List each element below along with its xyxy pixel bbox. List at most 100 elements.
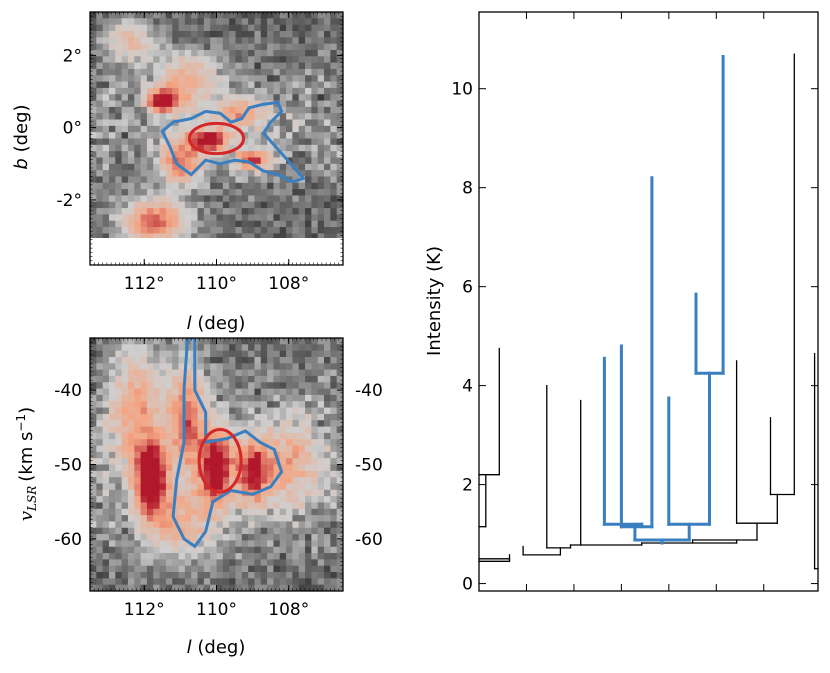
heat-cell (216, 43, 224, 51)
heat-cell (134, 106, 142, 114)
heat-cell (279, 388, 287, 396)
heat-cell (292, 470, 300, 478)
heat-cell (102, 233, 110, 241)
heat-cell (336, 132, 343, 139)
heat-cell (311, 56, 319, 63)
heat-cell (229, 356, 236, 364)
heat-cell (96, 100, 104, 108)
heat-cell (172, 413, 179, 421)
heat-cell (108, 356, 116, 364)
heat-cell (311, 464, 319, 472)
heat-cell (115, 338, 123, 345)
heat-cell (267, 401, 274, 408)
heat-cell (134, 394, 142, 402)
heat-cell (336, 227, 343, 234)
heat-cell (273, 470, 281, 478)
heat-cell (90, 43, 97, 51)
heat-cell (197, 477, 205, 484)
heat-cell (286, 553, 293, 560)
heat-cell (267, 394, 274, 402)
heat-cell (330, 18, 338, 26)
heat-cell (146, 572, 154, 579)
pv-y-label-var: v (16, 511, 37, 521)
heat-cell (203, 477, 211, 484)
heat-cell (159, 356, 167, 364)
heat-cell (172, 451, 179, 459)
heat-cell (96, 214, 104, 222)
heat-cell (311, 502, 319, 510)
heat-cell (165, 344, 173, 352)
heat-cell (254, 426, 262, 434)
heat-cell (305, 163, 312, 171)
heat-cell (153, 382, 160, 389)
heat-cell (178, 401, 186, 408)
heat-cell (140, 559, 148, 567)
heat-cell (324, 527, 331, 535)
heat-cell (96, 470, 104, 478)
heat-cell (203, 151, 211, 158)
heat-cell (90, 439, 97, 446)
heat-cell (248, 43, 255, 51)
heat-cell (90, 49, 97, 57)
heat-cell (108, 18, 116, 26)
heat-cell (330, 584, 338, 591)
heat-cell (324, 30, 331, 38)
heat-cell (197, 157, 205, 165)
heat-cell (286, 458, 293, 465)
heat-cell (90, 214, 97, 222)
heat-cell (330, 489, 338, 497)
heat-cell (210, 189, 217, 196)
heat-cell (146, 420, 154, 427)
heat-cell (121, 138, 129, 146)
heat-cell (216, 439, 224, 446)
heat-cell (216, 37, 224, 45)
heat-cell (134, 413, 142, 421)
heat-cell (279, 94, 287, 101)
heat-cell (336, 489, 343, 497)
heat-cell (267, 496, 274, 503)
heat-cell (159, 534, 167, 541)
heat-cell (108, 125, 116, 133)
heat-cell (197, 94, 205, 101)
heat-cell (146, 87, 154, 95)
heat-cell (146, 176, 154, 184)
heat-cell (134, 151, 142, 158)
heat-cell (172, 369, 179, 377)
heat-cell (311, 81, 319, 89)
heat-cell (203, 68, 211, 76)
heat-cell (102, 214, 110, 222)
heat-cell (273, 106, 281, 114)
heat-cell (210, 394, 217, 402)
heat-cell (254, 81, 262, 89)
heat-cell (254, 584, 262, 591)
heat-cell (102, 451, 110, 459)
heat-cell (121, 578, 129, 586)
heat-cell (336, 483, 343, 491)
heat-cell (172, 401, 179, 408)
heat-cell (165, 182, 173, 190)
heat-cell (127, 565, 135, 573)
heat-cell (134, 375, 142, 383)
heat-cell (336, 344, 343, 352)
heat-cell (336, 125, 343, 133)
heat-cell (273, 426, 281, 434)
heat-cell (279, 208, 287, 215)
heat-cell (305, 24, 312, 32)
heat-cell (324, 81, 331, 89)
heat-cell (273, 157, 281, 165)
heat-cell (172, 189, 179, 196)
heat-cell (178, 584, 186, 591)
heat-cell (317, 578, 325, 586)
heat-cell (153, 584, 160, 591)
heat-cell (286, 382, 293, 389)
heat-cell (254, 18, 262, 26)
heat-cell (210, 62, 217, 70)
heat-cell (311, 388, 319, 396)
heat-cell (222, 125, 230, 133)
heat-cell (254, 527, 262, 535)
heat-cell (203, 559, 211, 567)
heat-cell (146, 515, 154, 522)
heat-cell (146, 559, 154, 567)
heat-cell (197, 233, 205, 241)
heat-cell (115, 151, 123, 158)
